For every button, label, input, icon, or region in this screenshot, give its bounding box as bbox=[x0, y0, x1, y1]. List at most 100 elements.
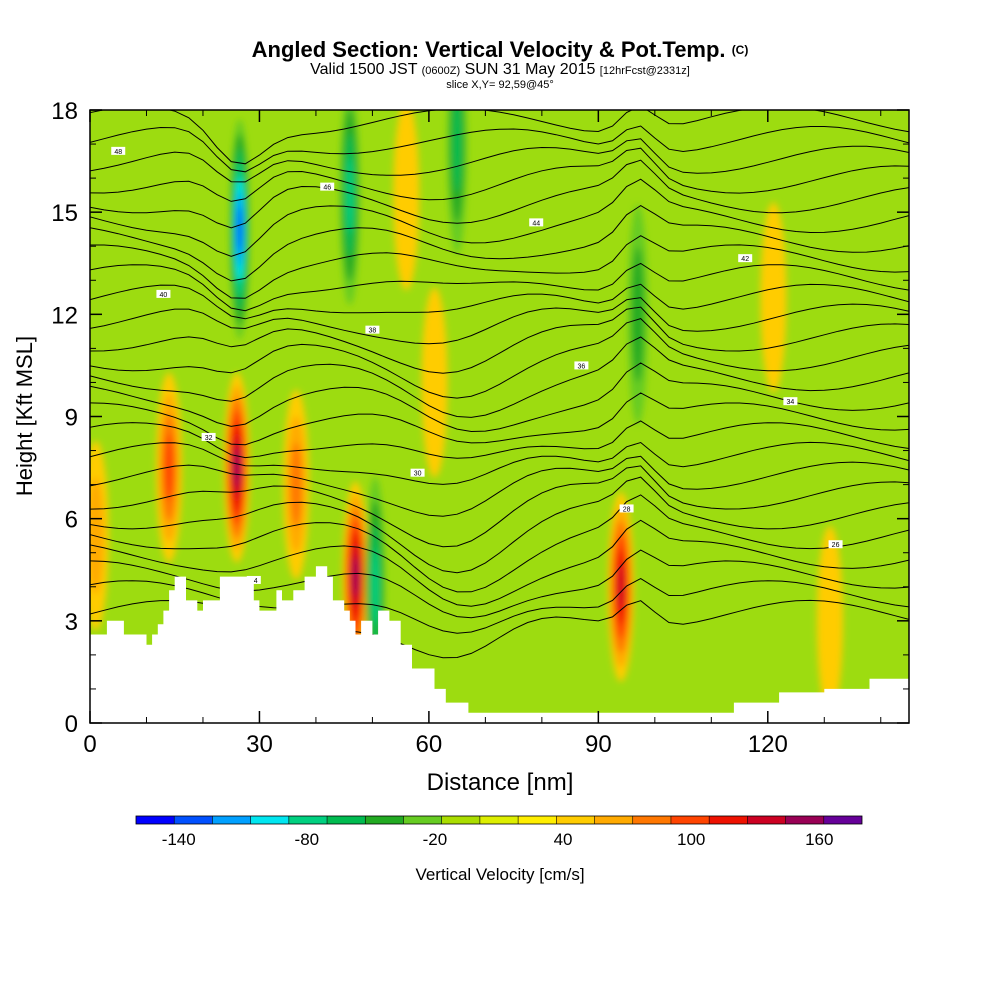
updraft-cell-5-level-1 bbox=[90, 477, 104, 595]
colorbar-swatch-2 bbox=[212, 816, 251, 824]
downdraft-cell-1-level-3 bbox=[346, 156, 354, 234]
isentrope-label-bg-5 bbox=[365, 325, 380, 334]
isentrope-21 bbox=[90, 159, 909, 229]
updraft-cell-0-level-6 bbox=[233, 447, 240, 488]
isentrope-20 bbox=[90, 178, 909, 257]
colorbar-swatch-6 bbox=[365, 816, 404, 824]
isentrope-16 bbox=[90, 283, 909, 320]
chart-title: Angled Section: Vertical Velocity & Pot.… bbox=[0, 38, 1000, 62]
y-tick-label-4: 12 bbox=[51, 302, 78, 329]
isentrope-14 bbox=[90, 306, 909, 374]
valid-prefix: Valid 1500 JST bbox=[310, 61, 418, 78]
isentrope-label-7: 34 bbox=[786, 399, 794, 406]
colorbar-swatch-8 bbox=[441, 816, 480, 824]
isentrope-6 bbox=[90, 465, 909, 548]
isentrope-label-2: 44 bbox=[532, 220, 540, 227]
y-tick-label-2: 6 bbox=[65, 507, 78, 534]
isentrope-label-12: 24 bbox=[250, 578, 258, 585]
updraft-cell-9-level-0 bbox=[816, 525, 843, 716]
isentrope-7 bbox=[90, 455, 909, 517]
title-block: Angled Section: Vertical Velocity & Pot.… bbox=[0, 38, 1000, 92]
isentrope-label-bg-9 bbox=[410, 468, 425, 477]
colorbar-swatch-1 bbox=[174, 816, 213, 824]
slice-info: slice X,Y= 92,59@45° bbox=[446, 79, 554, 91]
valid-utc: (0600Z) bbox=[421, 65, 461, 77]
colorbar-swatch-12 bbox=[594, 816, 633, 824]
isentrope-23 bbox=[90, 138, 909, 183]
isentrope-label-3: 42 bbox=[741, 256, 749, 263]
isentrope-18 bbox=[90, 235, 909, 299]
colorbar-swatch-13 bbox=[632, 816, 671, 824]
isentrope-label-10: 28 bbox=[623, 506, 631, 513]
isentrope-label-6: 36 bbox=[578, 363, 586, 370]
colorbar-tick-label-0: -140 bbox=[162, 830, 196, 849]
colorbar-swatch-9 bbox=[479, 816, 519, 824]
updraft-cell-7-level-0 bbox=[421, 287, 448, 478]
colorbar-swatch-0 bbox=[136, 816, 175, 824]
plot-area: 48 46 44 42 40 38 36 34 32 30 28 26 24 bbox=[90, 110, 909, 723]
colorbar-tick-label-3: 40 bbox=[554, 830, 573, 849]
colorbar-swatch-18 bbox=[823, 816, 862, 824]
isentrope-12 bbox=[90, 336, 909, 418]
isentrope-4 bbox=[90, 494, 909, 593]
x-tick-label-3: 90 bbox=[585, 731, 612, 758]
isentrope-label-9: 30 bbox=[414, 471, 422, 478]
downdraft-cell-2-level-3 bbox=[371, 548, 379, 626]
isentrope-label-bg-6 bbox=[574, 361, 589, 370]
downdraft-cell-0-level-6 bbox=[236, 206, 243, 253]
isentrope-17 bbox=[90, 262, 909, 312]
colorbar-swatch-16 bbox=[747, 816, 786, 824]
y-axis-label: Height [Kft MSL] bbox=[12, 336, 37, 496]
chart-title-units: (C) bbox=[731, 43, 749, 57]
colorbar-swatch-10 bbox=[518, 816, 557, 824]
isentrope-label-5: 38 bbox=[369, 328, 377, 335]
y-tick-label-6: 18 bbox=[51, 98, 78, 125]
colorbar-swatch-11 bbox=[556, 816, 595, 824]
downdraft-cell-4-level-1 bbox=[631, 246, 645, 383]
isentrope-label-bg-8 bbox=[201, 432, 216, 441]
colorbar-label: Vertical Velocity [cm/s] bbox=[415, 865, 584, 884]
isentrope-label-bg-7 bbox=[783, 397, 798, 406]
isentrope-11 bbox=[90, 362, 909, 433]
isentrope-10 bbox=[90, 392, 909, 446]
x-tick-label-2: 60 bbox=[416, 731, 443, 758]
updraft-cell-4-level-5 bbox=[617, 563, 625, 610]
isentrope-label-8: 32 bbox=[205, 435, 213, 442]
updraft-cell-6-level-0 bbox=[393, 110, 420, 291]
isentrope-label-4: 40 bbox=[160, 292, 168, 299]
x-axis-label: Distance [nm] bbox=[427, 769, 574, 796]
valid-date: SUN 31 May 2015 bbox=[464, 61, 596, 78]
forecast-info: [12hrFcst@2331z] bbox=[599, 65, 690, 77]
y-tick-label-0: 0 bbox=[65, 711, 78, 738]
y-tick-label-3: 9 bbox=[65, 405, 78, 432]
colorbar: -140 -80 -20 40 100 160 bbox=[135, 815, 863, 849]
isentrope-13 bbox=[90, 318, 909, 399]
colorbar-frame bbox=[135, 815, 863, 825]
isentrope-label-0: 48 bbox=[114, 149, 122, 156]
isentrope-label-bg-10 bbox=[619, 504, 634, 513]
x-tick-label-1: 30 bbox=[246, 731, 273, 758]
colorbar-tick-label-5: 160 bbox=[805, 830, 833, 849]
colorbar-tick-label-2: -20 bbox=[423, 830, 448, 849]
isentrope-label-bg-0 bbox=[111, 146, 126, 155]
colorbar-swatch-5 bbox=[327, 816, 366, 824]
isentrope-label-bg-11 bbox=[828, 540, 843, 549]
updraft-cell-3-level-6 bbox=[352, 556, 359, 597]
isentrope-label-11: 26 bbox=[832, 542, 840, 549]
isentrope-label-bg-1 bbox=[320, 182, 335, 191]
isentrope-9 bbox=[90, 420, 909, 459]
isentrope-24 bbox=[90, 125, 909, 173]
isentrope-15 bbox=[90, 297, 909, 345]
isentrope-label-bg-2 bbox=[529, 218, 544, 227]
colorbar-swatch-3 bbox=[250, 816, 289, 824]
isentrope-label-bg-3 bbox=[738, 254, 753, 263]
colorbar-tick-label-4: 100 bbox=[677, 830, 705, 849]
isentrope-5 bbox=[90, 476, 909, 574]
chart-title-text: Angled Section: Vertical Velocity & Pot.… bbox=[251, 37, 726, 62]
isentrope-label-bg-4 bbox=[156, 289, 171, 298]
y-tick-label-5: 15 bbox=[51, 200, 78, 227]
isentrope-label-1: 46 bbox=[323, 185, 331, 192]
terrain bbox=[90, 566, 909, 723]
